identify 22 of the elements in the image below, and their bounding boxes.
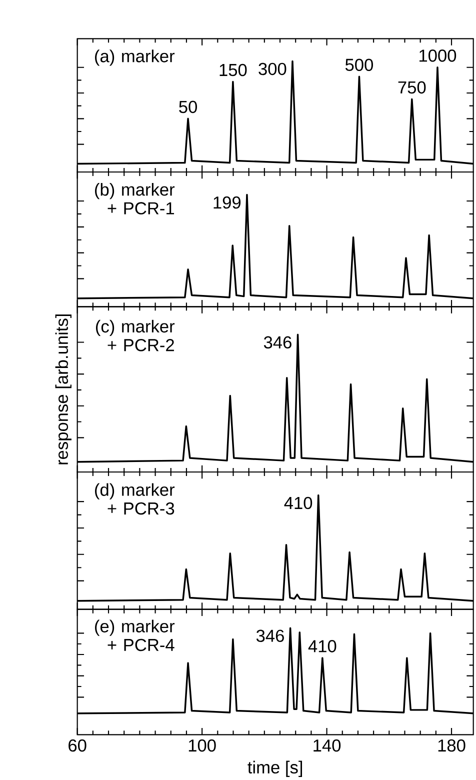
- annotation: (a) marker: [95, 50, 175, 66]
- x-axis-title: time [s]: [248, 760, 302, 777]
- annotation: 346: [256, 630, 284, 642]
- annotation: (e) marker + PCR-4: [95, 620, 175, 652]
- annotation: 346: [264, 336, 292, 349]
- x-tick-label: 60: [68, 739, 86, 752]
- annotation: (c) marker + PCR-2: [96, 320, 175, 352]
- annotation: 750: [398, 81, 426, 94]
- x-tick-label: 140: [314, 739, 341, 752]
- annotation: 410: [308, 640, 336, 652]
- y-axis-title: response [arb.units]: [55, 314, 72, 464]
- annotation: 150: [220, 64, 247, 76]
- annotation: 410: [284, 496, 312, 510]
- annotation: 50: [179, 100, 197, 114]
- annotation: 199: [214, 196, 241, 209]
- x-tick-label: 100: [188, 739, 216, 752]
- annotation: 500: [345, 58, 373, 72]
- annotation: (d) marker + PCR-3: [95, 483, 175, 515]
- annotation: (b) marker + PCR-1: [95, 183, 175, 214]
- annotation: 300: [258, 62, 286, 76]
- annotation: 1000: [420, 50, 456, 62]
- x-tick-label: 180: [438, 739, 466, 752]
